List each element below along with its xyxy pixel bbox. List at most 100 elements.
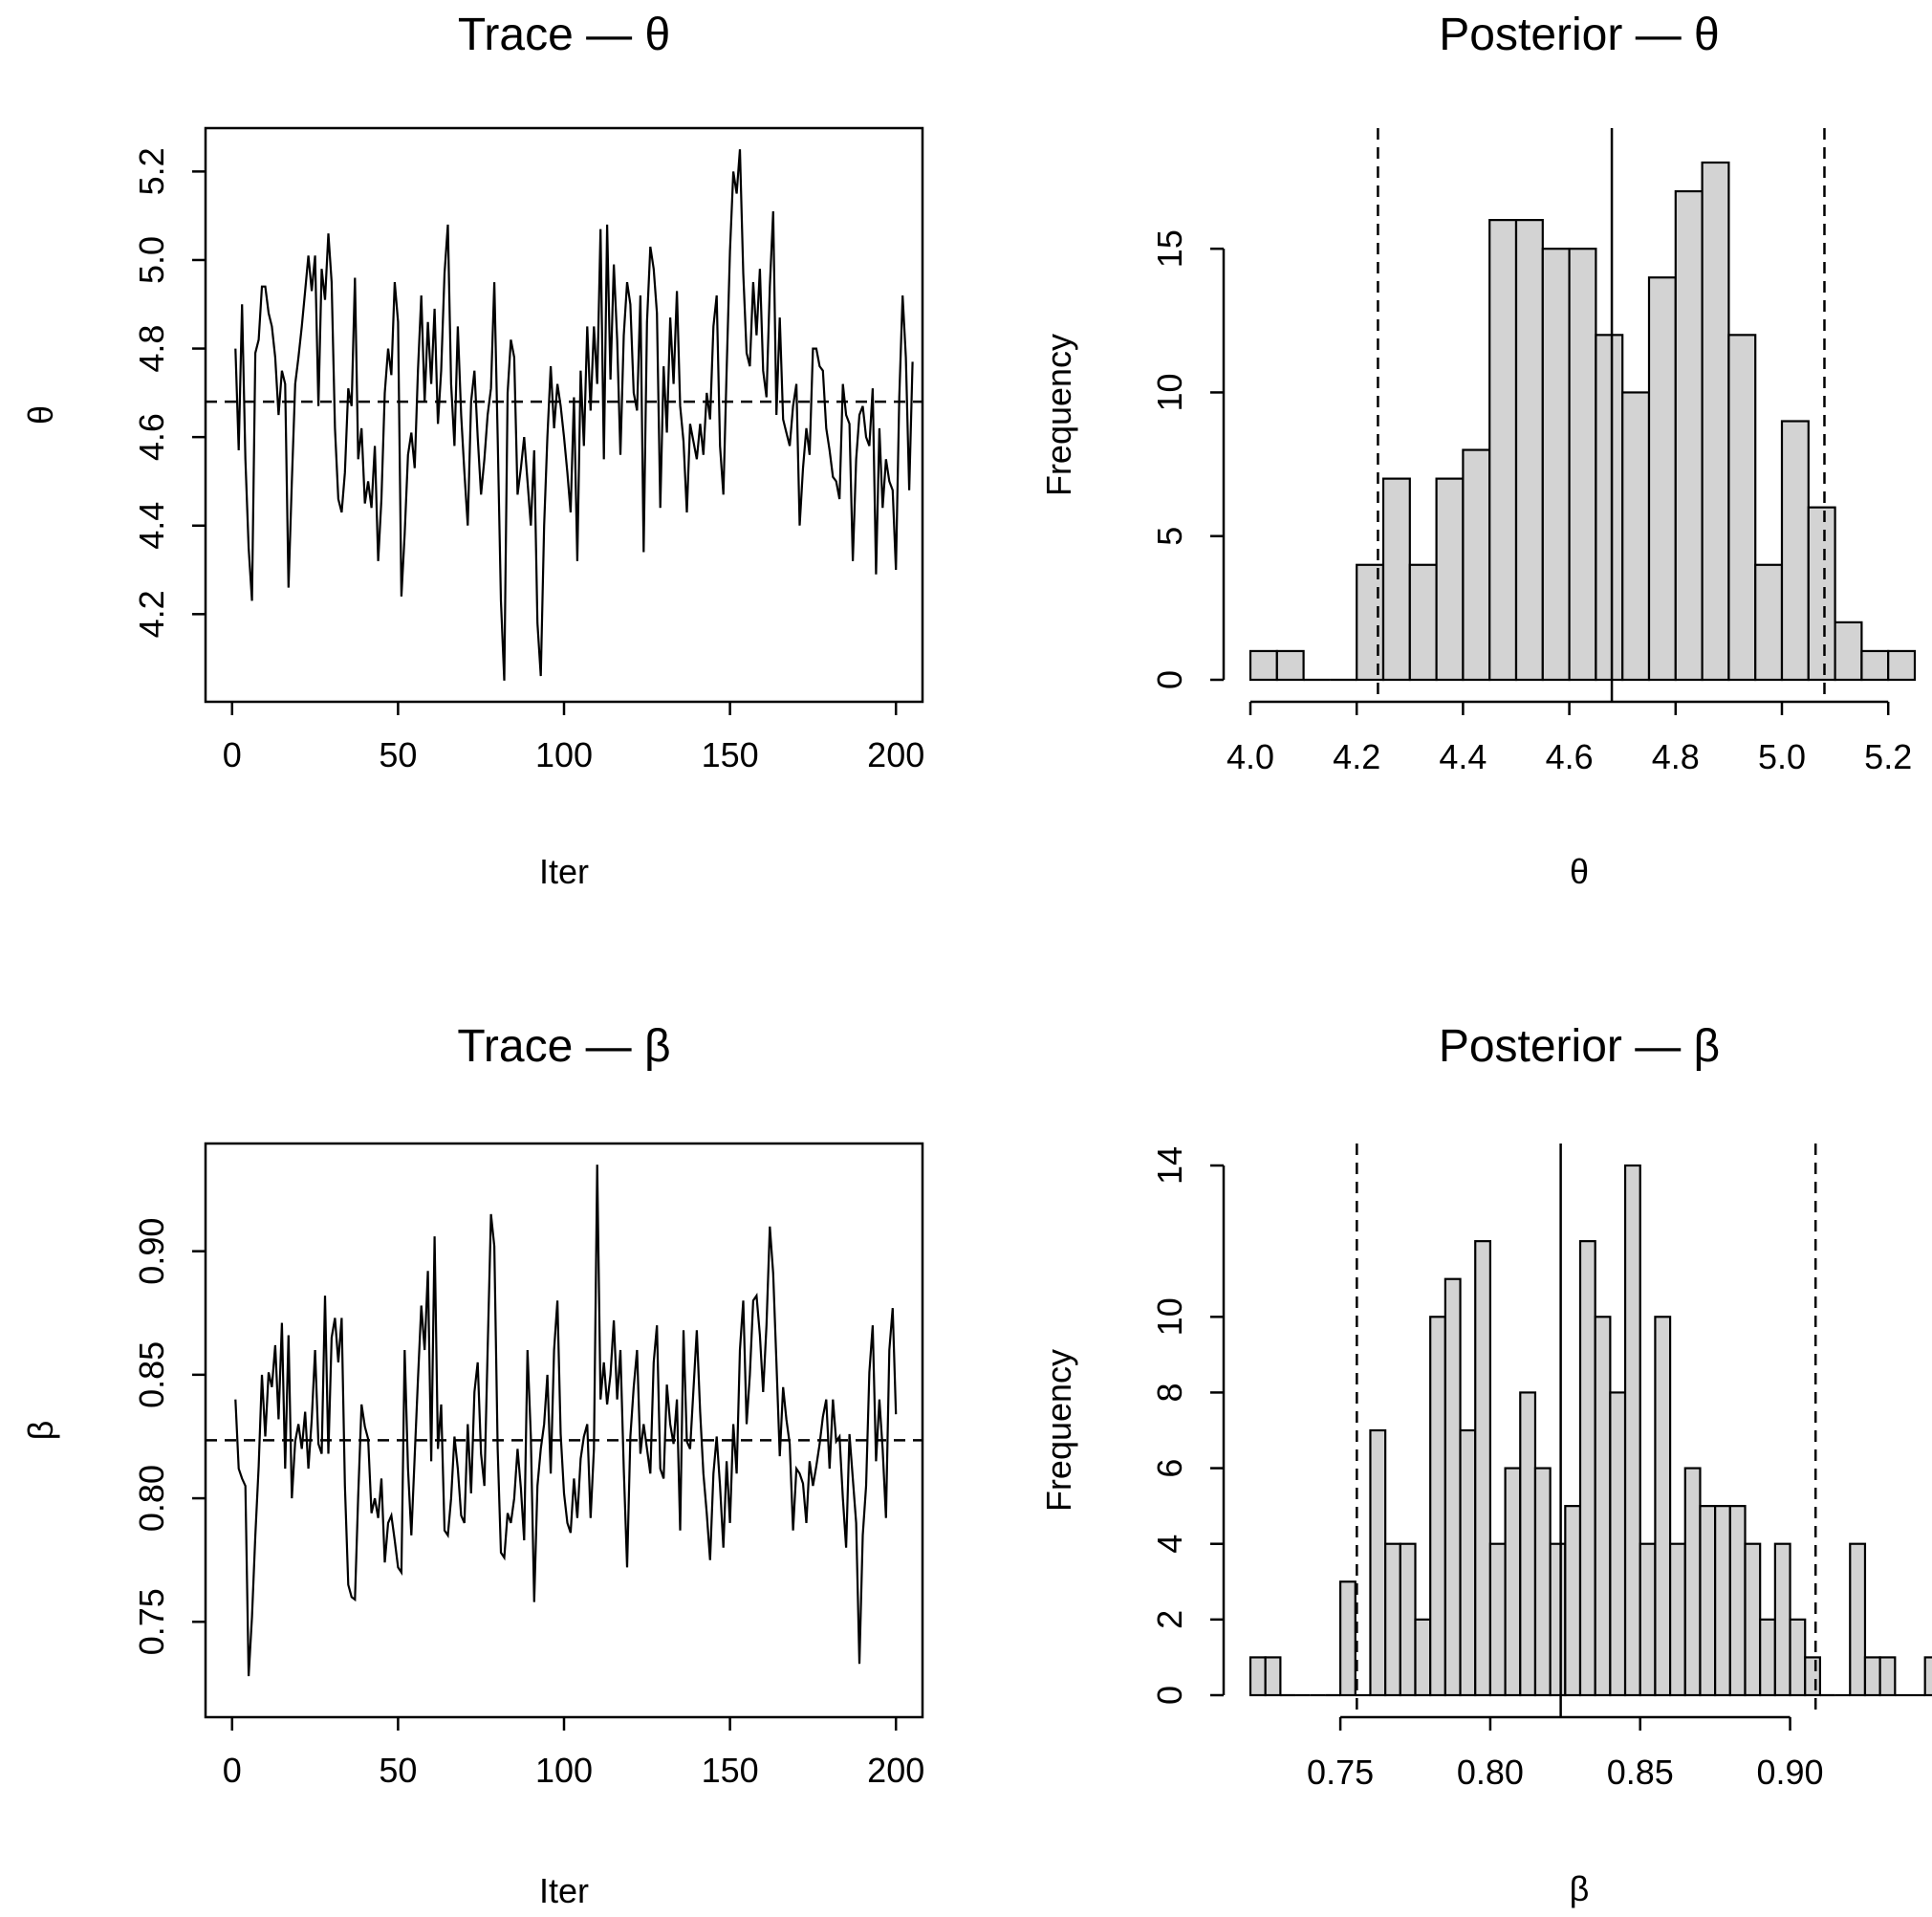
- trace-beta-xtick-label: 50: [379, 1751, 417, 1790]
- posterior-theta-bar: [1701, 161, 1730, 682]
- trace-theta-series-line: [234, 149, 914, 681]
- posterior-theta-xlabel: θ: [1570, 852, 1589, 891]
- posterior-theta-ytick-label: 5: [1150, 527, 1189, 546]
- posterior-theta-bar: [1408, 563, 1438, 682]
- posterior-beta-bar: [1248, 1656, 1267, 1697]
- posterior-beta-bar: [1504, 1467, 1522, 1697]
- posterior-beta-bar: [1414, 1618, 1432, 1697]
- posterior-beta-bar: [1699, 1505, 1717, 1697]
- posterior-theta-bar: [1834, 621, 1863, 682]
- trace-theta-ytick-label: 4.8: [132, 325, 171, 373]
- posterior-theta-xtick-label: 4.8: [1652, 737, 1700, 776]
- posterior-beta-xtick-label: 0.90: [1757, 1753, 1824, 1792]
- posterior-beta-bar: [1714, 1505, 1731, 1697]
- posterior-beta-bar: [1488, 1542, 1507, 1697]
- trace-beta-xtick-label: 150: [702, 1751, 759, 1790]
- posterior-beta-ytick-label: 2: [1150, 1610, 1189, 1629]
- posterior-beta-bar: [1444, 1277, 1462, 1697]
- posterior-beta-bar: [1668, 1542, 1686, 1697]
- posterior-beta-bar: [1609, 1391, 1627, 1697]
- trace-theta-xtick-label: 50: [379, 735, 417, 774]
- posterior-beta-bar: [1533, 1467, 1552, 1697]
- posterior-beta-xlabel: β: [1570, 1869, 1590, 1908]
- posterior-theta-xtick-label: 4.2: [1333, 737, 1380, 776]
- trace-beta-ytick-label: 0.80: [132, 1465, 171, 1532]
- posterior-beta-bar: [1654, 1316, 1672, 1697]
- trace-beta-series-line: [234, 1165, 898, 1677]
- posterior-theta-xtick-label: 4.4: [1439, 737, 1487, 776]
- posterior-theta-bar: [1647, 276, 1677, 682]
- posterior-theta-ytick-label: 10: [1150, 373, 1189, 411]
- trace-theta-ytick-label: 4.4: [132, 502, 171, 550]
- posterior-beta-bar: [1744, 1542, 1762, 1697]
- posterior-beta-bar: [1474, 1240, 1492, 1697]
- posterior-theta-bar: [1754, 563, 1784, 682]
- posterior-theta-bar: [1381, 477, 1411, 682]
- trace-theta-panel: Trace — θ Iter θ 0 50 100 150 200 4.2 4.4 4.6 4.…: [21, 10, 924, 891]
- trace-beta-panel: Trace — β Iter β 0 50 100 150 200 0.75 0.80 0.8…: [21, 1021, 924, 1910]
- trace-theta-xlabel: Iter: [539, 852, 589, 891]
- posterior-beta-bar: [1369, 1428, 1387, 1697]
- posterior-beta-bar: [1564, 1505, 1582, 1697]
- trace-theta-xtick-label: 0: [223, 735, 242, 774]
- posterior-theta-panel: Posterior — θ θ Frequency 4.0 4.2 4.4 4.6 4.…: [1039, 10, 1917, 891]
- trace-theta-ytick-label: 5.0: [132, 236, 171, 284]
- posterior-beta-bar: [1789, 1618, 1807, 1697]
- posterior-theta-bar: [1807, 506, 1836, 682]
- posterior-theta-title: Posterior — θ: [1439, 10, 1719, 60]
- posterior-theta-ytick-label: 0: [1150, 670, 1189, 689]
- posterior-theta-bar: [1727, 334, 1757, 682]
- posterior-theta-ytick-label: 15: [1150, 229, 1189, 268]
- posterior-beta-bar: [1728, 1505, 1747, 1697]
- posterior-theta-xtick-label: 5.0: [1758, 737, 1806, 776]
- posterior-theta-bar: [1541, 248, 1571, 682]
- posterior-theta-bar: [1356, 563, 1385, 682]
- posterior-beta-bar: [1594, 1316, 1612, 1697]
- posterior-beta-bar: [1549, 1542, 1567, 1697]
- posterior-beta-bar: [1429, 1316, 1446, 1697]
- posterior-beta-ytick-label: 4: [1150, 1535, 1189, 1554]
- posterior-beta-xtick-label: 0.75: [1307, 1753, 1374, 1792]
- posterior-theta-bar: [1595, 334, 1624, 682]
- posterior-beta-bar: [1264, 1656, 1282, 1697]
- posterior-theta-xtick-label: 4.6: [1546, 737, 1594, 776]
- posterior-beta-ytick-label: 0: [1150, 1686, 1189, 1705]
- posterior-theta-bar: [1780, 420, 1810, 682]
- posterior-theta-xtick-label: 4.0: [1226, 737, 1274, 776]
- posterior-theta-bar: [1248, 649, 1278, 682]
- trace-theta-title: Trace — θ: [458, 10, 670, 60]
- trace-beta-xtick-label: 200: [867, 1751, 924, 1790]
- trace-beta-title: Trace — β: [457, 1021, 670, 1072]
- posterior-theta-bar: [1275, 649, 1305, 682]
- posterior-theta-ylabel: Frequency: [1039, 334, 1078, 496]
- posterior-beta-ylabel: Frequency: [1039, 1349, 1078, 1512]
- posterior-beta-bar: [1849, 1542, 1867, 1697]
- posterior-beta-bar: [1384, 1542, 1401, 1697]
- posterior-theta-bar: [1887, 649, 1917, 682]
- posterior-beta-title: Posterior — β: [1439, 1021, 1720, 1072]
- posterior-beta-ytick-label: 10: [1150, 1297, 1189, 1336]
- trace-theta-ytick-label: 4.6: [132, 413, 171, 461]
- trace-theta-ytick-label: 5.2: [132, 147, 171, 195]
- trace-beta-xlabel: Iter: [539, 1871, 589, 1910]
- trace-theta-plot-box: [204, 126, 924, 704]
- trace-theta-xtick-label: 200: [867, 735, 924, 774]
- posterior-beta-bar: [1399, 1542, 1417, 1697]
- posterior-theta-xtick-label: 5.2: [1864, 737, 1912, 776]
- trace-theta-xtick-label: 150: [702, 735, 759, 774]
- posterior-theta-bar: [1435, 477, 1465, 682]
- posterior-beta-ytick-label: 6: [1150, 1459, 1189, 1478]
- posterior-beta-ytick-label: 8: [1150, 1383, 1189, 1402]
- trace-beta-ylabel: β: [21, 1421, 60, 1441]
- posterior-beta-bar: [1923, 1656, 1932, 1697]
- posterior-theta-bar: [1514, 219, 1544, 682]
- posterior-beta-bar: [1578, 1240, 1596, 1697]
- trace-beta-ytick-label: 0.75: [132, 1588, 171, 1655]
- posterior-beta-bar: [1338, 1580, 1357, 1697]
- posterior-beta-bar: [1759, 1618, 1776, 1697]
- trace-theta-ylabel: θ: [21, 405, 60, 425]
- posterior-beta-xtick-label: 0.85: [1607, 1753, 1674, 1792]
- posterior-beta-bar: [1878, 1656, 1897, 1697]
- trace-beta-ytick-label: 0.90: [132, 1218, 171, 1285]
